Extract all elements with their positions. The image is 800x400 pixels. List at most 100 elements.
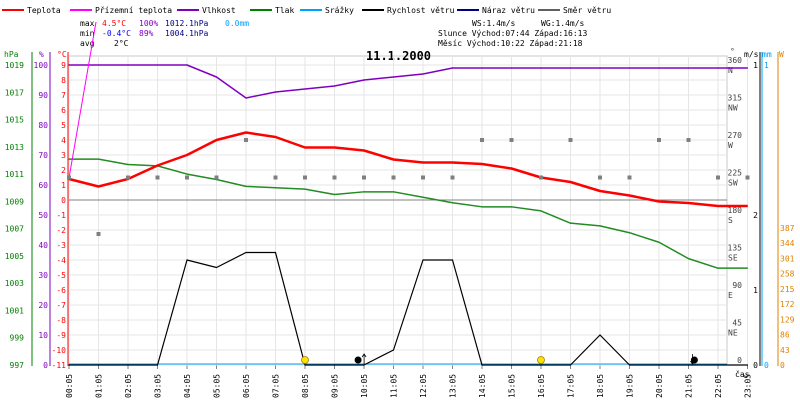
dir-tick-deg: 225 [728,168,743,177]
wind-direction-point [332,175,337,180]
x-tick-label: 11:05 [390,374,399,398]
hpa-axis-title: hPa [4,50,19,59]
x-tick-label: 17:05 [567,374,576,398]
series-layer [68,21,748,366]
stats-max-press: 1012.1hPa [165,19,209,28]
chart-title: 11.1.2000 [366,49,431,63]
wind-speed-series-point [451,259,454,261]
temperature-series-point [215,139,218,141]
humidity-series-point [274,91,277,93]
stats-max-temp: 4.5°C [102,19,126,28]
dir-tick-deg: 180 [728,206,743,215]
x-tick-label: 19:05 [626,374,635,398]
stats-min-temp: -0.4°C [102,29,131,38]
legend-srazky: Srážky [325,6,354,15]
wind-speed-series-point [274,251,277,254]
ms-axis-title: m/s [744,50,759,59]
stats-ws: WS:1.4m/s [472,19,516,28]
wind-speed-series-point [481,364,483,366]
dir-tick-deg: 135 [728,243,743,252]
hum-tick-label: 10 [38,331,48,340]
stats-min-hum: 89% [139,29,154,38]
hum-tick-label: 60 [38,181,48,190]
stats-max-rain: 0.0mm [225,19,249,28]
pressure-series-point [451,202,454,204]
temp-tick-label: 0 [61,196,66,205]
hpa-tick-label: 1007 [5,225,24,234]
temperature-series-point [274,136,277,138]
temp-tick-label: -1 [56,211,66,220]
humidity-series-point [717,67,719,69]
humidity-series-point [658,67,660,69]
temperature-series-point [510,167,513,170]
wind-direction-point [627,175,632,180]
orange-tick-label: 0 [780,361,785,370]
sunset-marker [537,356,545,364]
dir-tick-deg: 315 [728,93,743,102]
x-tick-label: 02:05 [124,374,133,398]
temperature-series-point [599,190,601,192]
wind-speed-series-point [215,266,218,269]
x-tick-label: 21:05 [685,374,694,398]
legend-tlak: Tlak [275,6,294,15]
mm-axis-title: mm [762,50,772,59]
orange-tick-label: 344 [780,239,795,248]
legend-naraz-vetru: Náraz větru [482,6,535,15]
stats-avg-label: avg [80,39,95,48]
pressure-series-point [481,206,483,208]
temp-tick-label: 5 [61,121,66,130]
temp-tick-label: 6 [61,106,66,115]
moonset-marker [690,356,698,364]
humidity-series-point [451,67,454,69]
temperature-series-point [746,205,749,207]
temperature-series-point [481,163,483,165]
temp-tick-label: -2 [56,226,66,235]
pressure-series-point [540,210,542,212]
wind-speed-series-point [569,364,572,366]
legend-smer-vetru: Směr větru [563,6,611,15]
humidity-series-point [304,88,306,90]
hpa-tick-label: 1009 [5,197,24,206]
x-tick-label: 00:05 [65,374,74,398]
pressure-series-point [687,258,690,260]
pressure-series-point [569,222,572,224]
dir-axis-title: ° [730,47,735,56]
orange-tick-label: 258 [780,270,795,279]
x-tick-label: 23:05 [744,374,753,398]
pressure-series-point [599,225,601,227]
wind-speed-series-point [510,364,513,366]
wind-direction-point [657,137,661,142]
temp-tick-label: -4 [56,256,66,265]
wind-speed-series-point [540,364,542,366]
hpa-tick-label: 1013 [5,143,24,152]
legend: Teplota Přízemní teplota Vlhkost Tlak Sr… [2,6,611,15]
humidity-series-point [215,76,218,78]
mm-tick-label: 1 [764,61,769,70]
stats-max-hum: 100% [139,19,158,28]
hum-tick-label: 0 [43,361,48,370]
humidity-series-point [628,67,631,69]
hum-tick-label: 90 [38,91,48,100]
dir-tick-deg: 45 [732,318,742,327]
wind-direction-point [67,175,71,180]
pressure-series-point [245,185,247,187]
x-tick-label: 16:05 [537,374,546,398]
humidity-series-point [599,67,601,69]
legend-vlhkost: Vlhkost [202,6,236,15]
temperature-series-point [392,158,395,161]
pressure-series-point [658,241,660,243]
wind-direction-point [303,175,307,180]
wind-speed-series-point [392,349,395,351]
legend-rychlost-vetru: Rychlost větru [387,6,455,15]
humidity-series-point [245,97,247,99]
hum-tick-label: 70 [38,151,48,160]
temperature-series-point [717,205,719,207]
wind-speed-series-point [687,364,690,366]
temp-tick-label: -7 [56,301,66,310]
wind-speed-series-point [156,364,159,366]
hum-tick-label: 40 [38,241,48,250]
temperature-series-point [628,194,631,197]
wind-direction-point [273,175,278,180]
temperature-series-point [451,161,454,164]
temperature-series-point [97,185,100,188]
